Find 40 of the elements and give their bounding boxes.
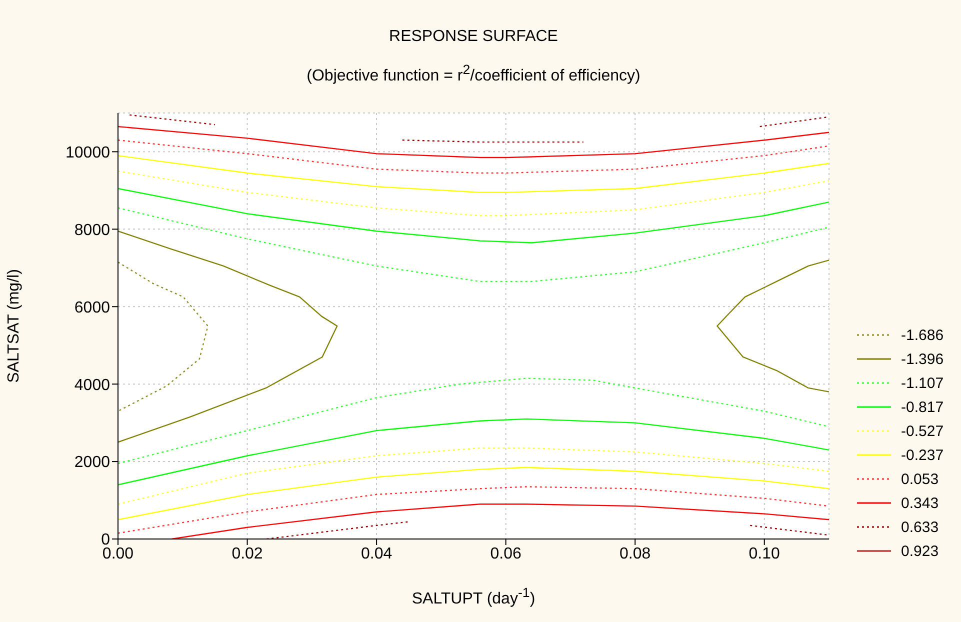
legend-label: -1.396 xyxy=(901,350,944,368)
x-tick-label: 0.08 xyxy=(620,545,651,562)
y-tick-label: 6000 xyxy=(74,299,110,316)
y-tick-label: 2000 xyxy=(74,454,110,472)
line-series xyxy=(118,378,829,464)
line-series xyxy=(118,140,829,174)
x-axis-title: SALTUPT (day$^{-1}$) xyxy=(410,585,536,608)
line-series xyxy=(118,466,829,520)
x-tick-label: 0.06 xyxy=(490,545,522,562)
legend-label: 0.923 xyxy=(901,542,939,560)
x-tick-label: 0.10 xyxy=(748,545,780,562)
line-series xyxy=(118,418,829,486)
legend-label: -1.686 xyxy=(901,326,944,344)
legend-label: 0.633 xyxy=(901,518,939,536)
chart-subtitle: (Objective function = r$^{2}$/coefficient of efficiency) xyxy=(306,62,642,86)
legend-label: -0.237 xyxy=(901,446,944,464)
line-series xyxy=(118,486,829,534)
legend-label: 0.343 xyxy=(901,494,939,512)
x-tick-label: 0.02 xyxy=(232,545,263,562)
x-tick-label: 0.04 xyxy=(360,545,392,562)
x-tick-label: 0.00 xyxy=(102,545,134,562)
line-series xyxy=(118,170,829,216)
line-series xyxy=(118,207,829,282)
line-series xyxy=(171,504,829,539)
line-series xyxy=(118,155,829,193)
line-series xyxy=(118,126,829,158)
line-series xyxy=(118,447,829,505)
line-series xyxy=(118,230,338,443)
y-tick-label: 10000 xyxy=(66,144,110,162)
y-tick-label: 4000 xyxy=(74,376,110,394)
legend-label: -1.107 xyxy=(901,374,944,392)
y-axis-title: SALTSAT (mg/l) xyxy=(6,269,23,383)
legend-label: 0.053 xyxy=(901,470,939,488)
legend-label: -0.817 xyxy=(901,398,944,416)
legend-label: -0.527 xyxy=(901,422,944,440)
y-tick-label: 8000 xyxy=(74,222,110,239)
chart-title: RESPONSE SURFACE xyxy=(388,28,559,46)
line-series xyxy=(118,188,829,244)
line-series xyxy=(118,262,208,412)
line-series xyxy=(716,260,829,392)
